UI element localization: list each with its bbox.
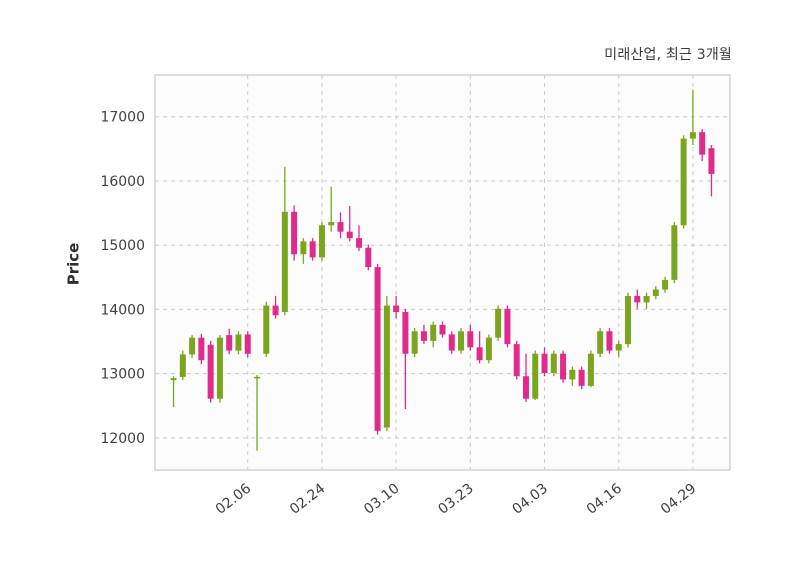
candle-body [699,132,706,155]
candle-body [476,347,483,361]
candle-body [226,335,233,351]
candle-body [244,334,251,354]
x-tick-label: 02.24 [287,480,329,517]
candle-body [300,241,307,255]
x-tick-label: 04.29 [658,481,699,518]
candle-body [411,331,418,354]
candle-body [458,331,465,351]
candle-body [272,305,279,316]
chart-title: 미래산업, 최근 3개월 [604,47,732,63]
candle-body [597,331,604,354]
y-tick-label: 17000 [100,110,145,126]
candle-body [643,295,650,303]
candle-body [550,353,557,374]
candle-body [430,324,437,341]
candle-body [689,132,696,139]
y-tick-label: 13000 [100,367,145,383]
candle-body [179,354,186,377]
candle-body [374,267,381,431]
y-tick-label: 16000 [100,174,145,190]
candle-body [383,305,390,428]
x-tick-label: 03.10 [361,481,402,518]
x-tick-label: 02.06 [213,480,255,517]
y-tick-label: 14000 [100,302,145,318]
candle-body [624,295,631,345]
x-tick-label: 04.03 [510,481,551,518]
candle-body [365,247,372,268]
candle-body [420,331,427,341]
candle-body [448,334,455,351]
candle-body [532,353,539,399]
candle-body [198,337,205,361]
candle-body [346,231,353,239]
candle-body [587,353,594,386]
candle-body [634,295,641,303]
x-tick-label: 04.16 [584,480,626,517]
candle-body [291,211,298,255]
candle-body [170,378,177,381]
candle-body [281,211,288,312]
candle-body [569,369,576,380]
candle-body [207,344,214,399]
candle-body [235,334,242,351]
candle-body [216,337,223,399]
plot-border [154,74,731,471]
candle-body [189,337,196,355]
y-tick-label: 12000 [100,431,145,447]
candle-body [485,337,492,361]
candle-body [495,308,502,338]
candle-body [504,308,511,345]
candle-body [263,305,270,354]
candle-body [522,376,529,399]
candle-body [708,148,715,174]
candle-body [467,331,474,348]
candle-body [615,344,622,351]
candle-body [402,312,409,354]
y-tick-label: 15000 [100,238,145,254]
candle-body [606,331,613,351]
candle-body [513,344,520,377]
candle-body [328,222,335,226]
candle-body [652,289,659,296]
x-tick-label: 03.23 [435,481,476,518]
candle-body [671,225,678,280]
plot-background [155,75,730,470]
candle-body [578,369,585,386]
candle-body [318,225,325,258]
candle-body [337,222,344,232]
candle-body [393,305,400,312]
candle-body [560,353,567,380]
candle-body [309,241,316,258]
candle-body [541,353,548,374]
y-axis-label: Price [64,242,83,286]
candle-body [662,279,669,290]
candle-body [439,324,446,335]
candle-body [254,376,261,379]
candle-body [680,138,687,226]
candle-body [356,238,363,248]
